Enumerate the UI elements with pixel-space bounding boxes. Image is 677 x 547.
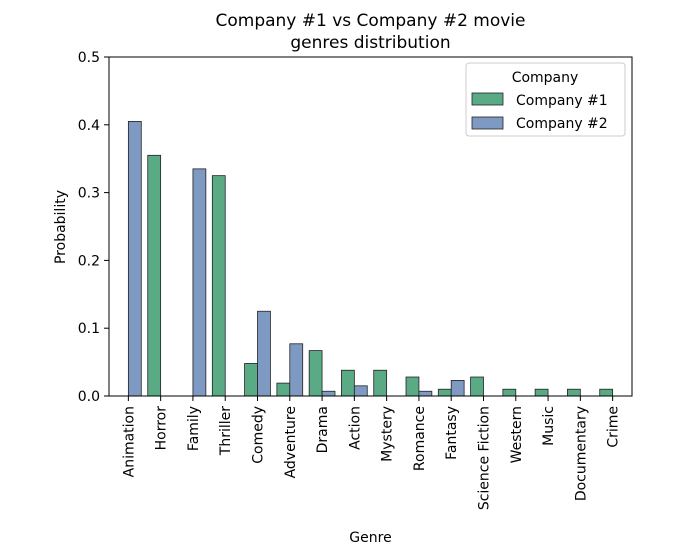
bar-company-1-music [534, 388, 549, 397]
bar-company-2-fantasy [450, 380, 465, 397]
chart-title-line-1: Company #1 vs Company #2 movie [215, 11, 525, 31]
x-tick-label-adventure: Adventure [283, 406, 299, 478]
x-tick-label-science-fiction: Science Fiction [476, 406, 492, 510]
y-tick-label: 0.5 [78, 50, 100, 66]
x-tick-label-western: Western [509, 406, 525, 463]
bar-company-1-western [502, 388, 517, 397]
x-tick-label-comedy: Comedy [251, 406, 267, 464]
y-tick-label: 0.3 [78, 186, 100, 202]
bar-company-2-comedy [257, 310, 271, 397]
plot-frame [108, 56, 633, 397]
legend: Company Company #1 Company #2 [465, 62, 626, 137]
chart-title-line-2: genres distribution [290, 33, 450, 53]
x-tick-label-drama: Drama [315, 406, 331, 453]
y-axis: 0.0 0.1 0.2 0.3 0.4 0.5 [78, 50, 109, 405]
bar-company-1-drama [308, 350, 323, 397]
y-tick-label: 0.4 [78, 118, 100, 134]
legend-label-company-1: Company #1 [516, 93, 608, 109]
bar-company-1-documentary [567, 388, 581, 397]
legend-swatch-company-2 [471, 116, 504, 130]
bar-company-2-animation [127, 121, 142, 397]
bar-company-1-thriller [211, 175, 226, 397]
x-tick-label-romance: Romance [412, 406, 428, 471]
legend-title: Company [512, 70, 579, 86]
y-tick-label: 0.1 [78, 321, 100, 337]
bar-company-2-romance [418, 390, 433, 397]
bar-company-2-drama [321, 390, 336, 397]
x-tick-label-thriller: Thriller [218, 406, 234, 456]
bar-company-1-romance [405, 376, 420, 397]
legend-swatch-company-1 [471, 92, 504, 106]
x-tick-label-animation: Animation [121, 406, 137, 477]
y-tick-label: 0.2 [78, 253, 100, 269]
x-tick-label-music: Music [541, 406, 557, 446]
bar-company-2-action [353, 385, 368, 397]
bar-company-1-mystery [373, 369, 388, 397]
bar-company-2-adventure [289, 343, 304, 397]
bar-company-1-comedy [244, 363, 258, 397]
x-axis: Animation Horror Family Thriller Comedy Adven… [121, 396, 622, 510]
legend-label-company-2: Company #2 [516, 116, 608, 132]
y-axis-title: Probability [53, 190, 69, 264]
y-tick-label: 0.0 [78, 389, 100, 405]
x-tick-label-documentary: Documentary [573, 406, 589, 501]
x-tick-label-mystery: Mystery [380, 406, 396, 462]
bar-company-1-crime [599, 388, 614, 397]
x-tick-label-crime: Crime [606, 406, 622, 448]
x-tick-label-action: Action [347, 406, 363, 450]
bar-company-1-science-fiction [470, 376, 484, 397]
bar-company-1-fantasy [437, 388, 452, 397]
bars-group [127, 121, 614, 397]
bar-company-1-action [341, 369, 355, 397]
x-tick-label-fantasy: Fantasy [444, 406, 460, 460]
bar-company-1-adventure [276, 382, 291, 397]
bar-company-2-family [192, 168, 207, 397]
legend-box [465, 62, 626, 137]
x-tick-label-horror: Horror [154, 406, 170, 451]
x-tick-label-family: Family [186, 406, 202, 451]
bar-company-1-horror [147, 154, 162, 397]
x-axis-title: Genre [349, 530, 391, 546]
